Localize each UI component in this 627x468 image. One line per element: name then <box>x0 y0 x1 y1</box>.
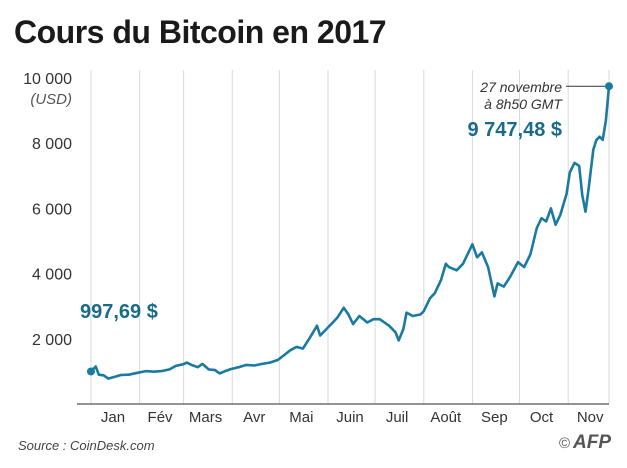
x-tick-label: Jan <box>101 409 125 426</box>
price-line <box>89 84 611 380</box>
y-tick-label: 6 000 <box>32 201 72 218</box>
source-note: Source : CoinDesk.com <box>18 438 155 453</box>
y-tick-label: 8 000 <box>32 136 72 153</box>
end-time-label: à 8h50 GMT <box>484 96 563 112</box>
vertical-gridlines <box>90 70 610 404</box>
x-tick-label: Juin <box>336 409 364 426</box>
end-value-label: 9 747,48 $ <box>467 119 562 141</box>
afp-logo-text: AFP <box>573 432 611 453</box>
start-value-label: 997,69 $ <box>80 301 158 323</box>
x-tick-label: Avr <box>243 409 265 426</box>
y-tick-label: 2 000 <box>32 332 72 349</box>
start-point-marker <box>87 367 95 376</box>
copyright-symbol: © <box>558 435 570 452</box>
x-tick-label: Sep <box>481 409 508 426</box>
end-point-marker <box>605 82 613 91</box>
x-axis-tick-labels: Jan Fév Mars Avr Mai Juin Juil Août Sep Oct Nov <box>101 409 604 426</box>
y-tick-label: 10 000 <box>23 71 72 88</box>
x-tick-label: Juil <box>386 409 409 426</box>
end-date-label: 27 novembre <box>479 79 562 95</box>
x-tick-label: Fév <box>148 409 174 426</box>
y-tick-label: 4 000 <box>32 267 72 284</box>
x-tick-label: Oct <box>530 409 554 426</box>
x-tick-label: Août <box>430 409 462 426</box>
price-series <box>89 84 611 380</box>
chart-title: Cours du Bitcoin en 2017 <box>14 14 387 50</box>
y-axis-unit: (USD) <box>30 91 72 108</box>
x-tick-label: Nov <box>577 409 604 426</box>
y-axis-tick-labels: 2 000 4 000 6 000 8 000 10 000 (USD) <box>23 71 72 349</box>
afp-credit: © AFP <box>559 432 611 454</box>
x-tick-label: Mai <box>289 409 313 426</box>
x-tick-label: Mars <box>189 409 222 426</box>
